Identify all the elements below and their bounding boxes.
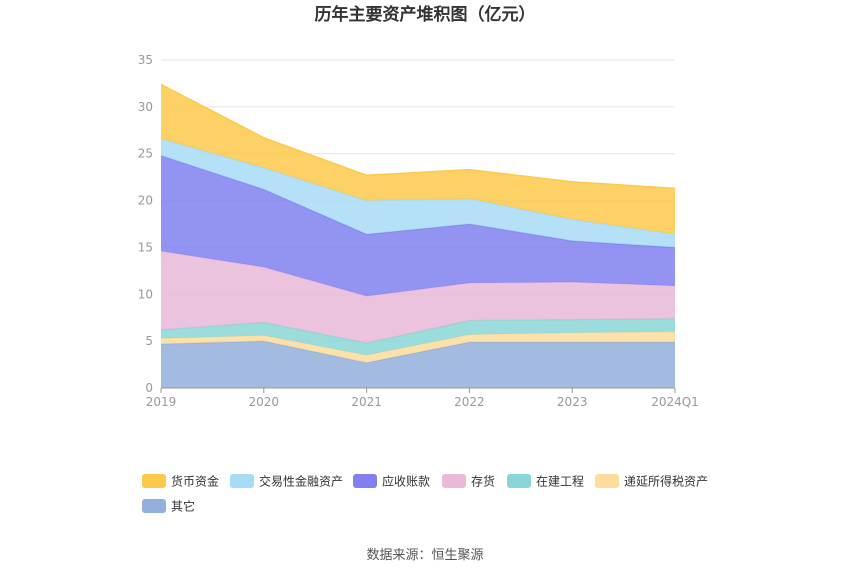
area-应收账款 [161, 155, 675, 297]
legend-label: 其它 [171, 499, 195, 514]
legend-label: 递延所得税资产 [624, 474, 708, 489]
legend-label: 货币资金 [171, 474, 219, 489]
y-tick-label: 30 [138, 100, 153, 114]
y-tick-label: 5 [145, 334, 153, 348]
axes: 0 5 10 15 20 25 30 35 2019 2020 2021 2022 2023 2024Q1 [138, 53, 699, 409]
area-交易性金融资产 [161, 138, 675, 248]
x-tick-label: 2020 [249, 395, 280, 409]
x-tick-label: 2022 [454, 395, 485, 409]
x-tick-label: 2021 [351, 395, 382, 409]
area-其它 [161, 341, 675, 388]
y-tick-label: 10 [138, 287, 153, 301]
legend-swatch [142, 474, 166, 488]
legend-swatch [142, 499, 166, 513]
x-tick-label: 2019 [146, 395, 177, 409]
legend-label: 在建工程 [536, 474, 584, 489]
area-货币资金 [161, 84, 675, 235]
x-tick-label: 2024Q1 [651, 395, 699, 409]
x-tick-label: 2023 [557, 395, 588, 409]
legend-swatch [595, 474, 619, 488]
legend-swatch [507, 474, 531, 488]
line-货币资金 [160, 83, 676, 190]
legend-swatch [353, 474, 377, 488]
legend-label: 应收账款 [382, 474, 430, 489]
area-存货 [161, 251, 675, 344]
chart-title: 历年主要资产堆积图（亿元） [315, 4, 536, 25]
legend-label: 交易性金融资产 [259, 474, 343, 489]
legend-swatch [442, 474, 466, 488]
legend-label: 存货 [471, 474, 495, 489]
y-tick-label: 15 [138, 240, 153, 254]
area-series [160, 83, 676, 388]
y-tick-label: 35 [138, 53, 153, 67]
line-应收账款 [160, 154, 676, 249]
area-递延所得税资产 [161, 331, 675, 363]
y-tick-label: 0 [145, 381, 153, 395]
y-tick-label: 20 [138, 194, 153, 208]
source-note: 数据来源：恒生聚源 [366, 548, 483, 563]
legend-swatch [230, 474, 254, 488]
y-tick-label: 25 [138, 147, 153, 161]
